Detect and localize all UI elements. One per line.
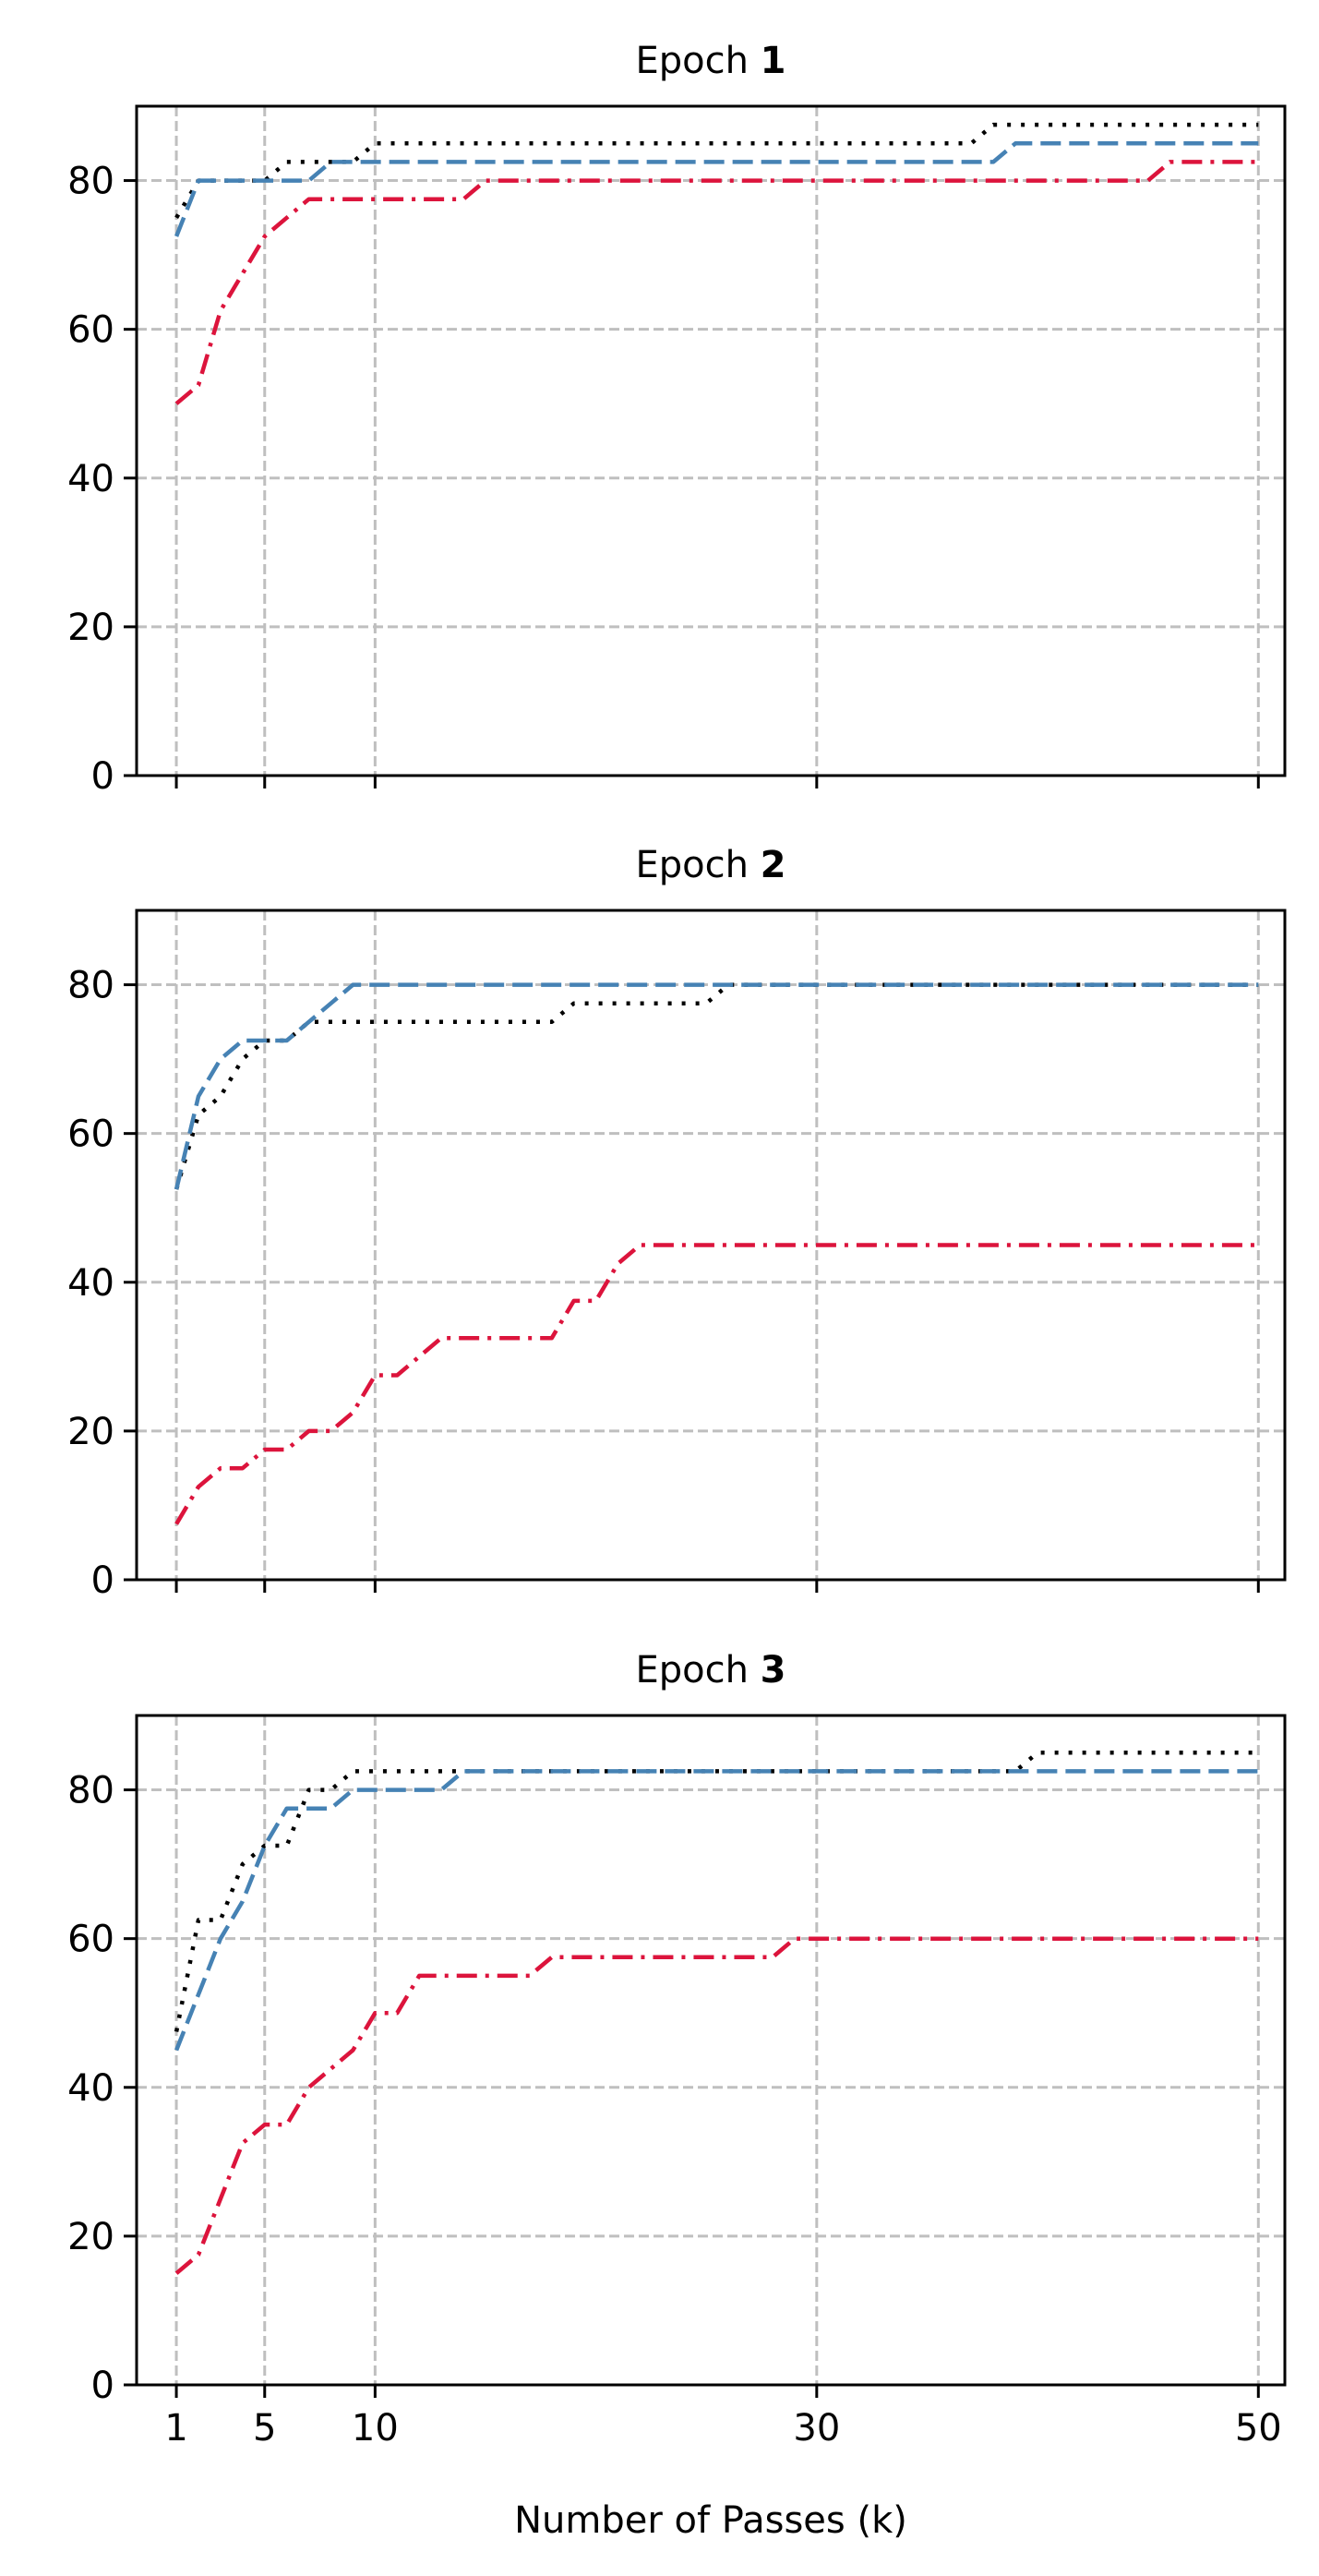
plot-area: 0 20 40 60 80 1 5 10 30 50 <box>67 1714 1287 2450</box>
y-tick-label: 80 <box>67 161 114 203</box>
panel-title-number: 2 <box>761 844 786 886</box>
panel-epoch-3: Epoch 3 0 20 40 60 80 1 5 10 30 50 <box>67 1649 1287 2450</box>
series-line-dashed <box>174 1769 1259 2052</box>
panel-title-prefix: Epoch <box>635 844 760 886</box>
y-tick-label: 0 <box>91 1559 114 1602</box>
y-tick-label: 40 <box>67 1262 114 1305</box>
series-line-dashdot <box>174 1936 1259 2275</box>
panel-title: Epoch 3 <box>635 1649 785 1691</box>
panel-epoch-1: Epoch 1 0 20 40 60 80 <box>67 40 1287 798</box>
series-line-dotted <box>174 122 1259 219</box>
x-tick-label: 10 <box>352 2407 399 2450</box>
y-tick-label: 60 <box>67 1919 114 1961</box>
x-tick-label: 30 <box>793 2407 840 2450</box>
y-tick-label: 40 <box>67 2067 114 2110</box>
series-line-dashdot <box>174 160 1259 405</box>
y-tick-label: 80 <box>67 1770 114 1812</box>
panel-title-prefix: Epoch <box>635 1649 760 1691</box>
panel-title-number: 3 <box>761 1649 786 1691</box>
y-tick-label: 60 <box>67 1113 114 1156</box>
plot-area: 0 20 40 60 80 <box>67 909 1287 1602</box>
y-tick-label: 20 <box>67 607 114 649</box>
y-tick-label: 60 <box>67 309 114 352</box>
series-line-dotted <box>174 982 1259 1190</box>
y-tick-label: 20 <box>67 2216 114 2258</box>
panel-title-number: 1 <box>761 40 786 82</box>
axes-frame <box>135 909 1287 1582</box>
series-line-dashed <box>174 141 1259 237</box>
x-axis-label: Number of Passes (k) <box>514 2499 907 2542</box>
panel-title-prefix: Epoch <box>635 40 760 82</box>
series-line-dashdot <box>174 1243 1259 1525</box>
panel-epoch-2: Epoch 2 0 20 40 60 80 <box>67 844 1287 1602</box>
x-tick-label: 50 <box>1235 2407 1282 2450</box>
y-tick-label: 20 <box>67 1411 114 1453</box>
axes-frame <box>135 104 1287 777</box>
x-tick-label: 1 <box>164 2407 187 2450</box>
y-tick-label: 0 <box>91 2365 114 2407</box>
y-tick-label: 80 <box>67 965 114 1007</box>
y-tick-label: 0 <box>91 755 114 798</box>
plot-area: 0 20 40 60 80 <box>67 104 1287 798</box>
series-line-dotted <box>174 1751 1259 2032</box>
x-tick-label: 5 <box>253 2407 276 2450</box>
panel-title: Epoch 1 <box>635 40 785 82</box>
panel-title: Epoch 2 <box>635 844 785 886</box>
series-line-dashed <box>174 982 1259 1190</box>
y-tick-label: 40 <box>67 458 114 500</box>
axes-frame <box>135 1714 1287 2387</box>
